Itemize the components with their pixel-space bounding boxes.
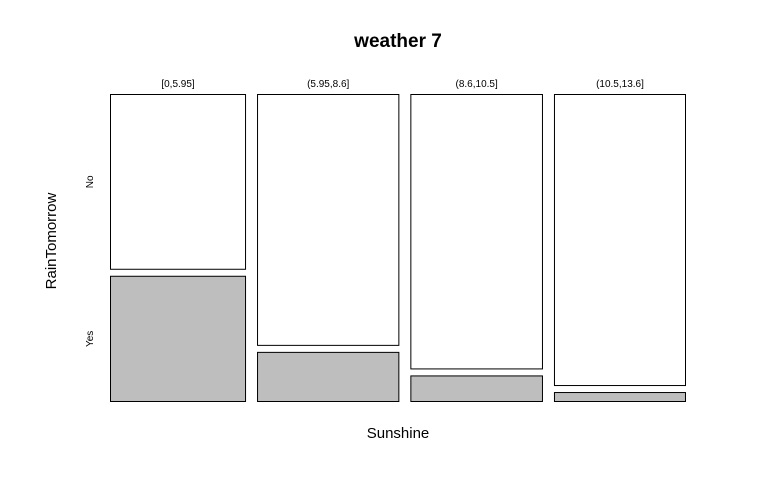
chart-title: weather 7 [353,31,442,52]
x-category-label-3: (8.6,10.5] [456,79,498,90]
row-labels: No Yes [85,175,96,347]
tile-yes-3 [410,375,543,403]
tile-no-1 [110,94,247,270]
tile-no-4 [553,94,687,387]
x-category-label-4: (10.5,13.6] [596,79,644,90]
tile-yes-2 [257,351,400,403]
x-category-label-1: [0,5.95] [161,79,195,90]
tile-yes-1 [110,275,247,403]
y-axis-label: RainTomorrow [43,192,60,289]
tile-no-2 [257,94,400,346]
tile-yes-4 [553,392,687,402]
mosaic-tiles [110,94,687,403]
y-category-label-no: No [85,175,96,188]
x-category-label-2: (5.95,8.6] [307,79,349,90]
column-labels: [0,5.95] (5.95,8.6] (8.6,10.5] (10.5,13.6] [161,79,644,90]
x-axis-label: Sunshine [367,425,430,442]
tile-no-3 [410,94,543,370]
y-category-label-yes: Yes [85,331,96,347]
